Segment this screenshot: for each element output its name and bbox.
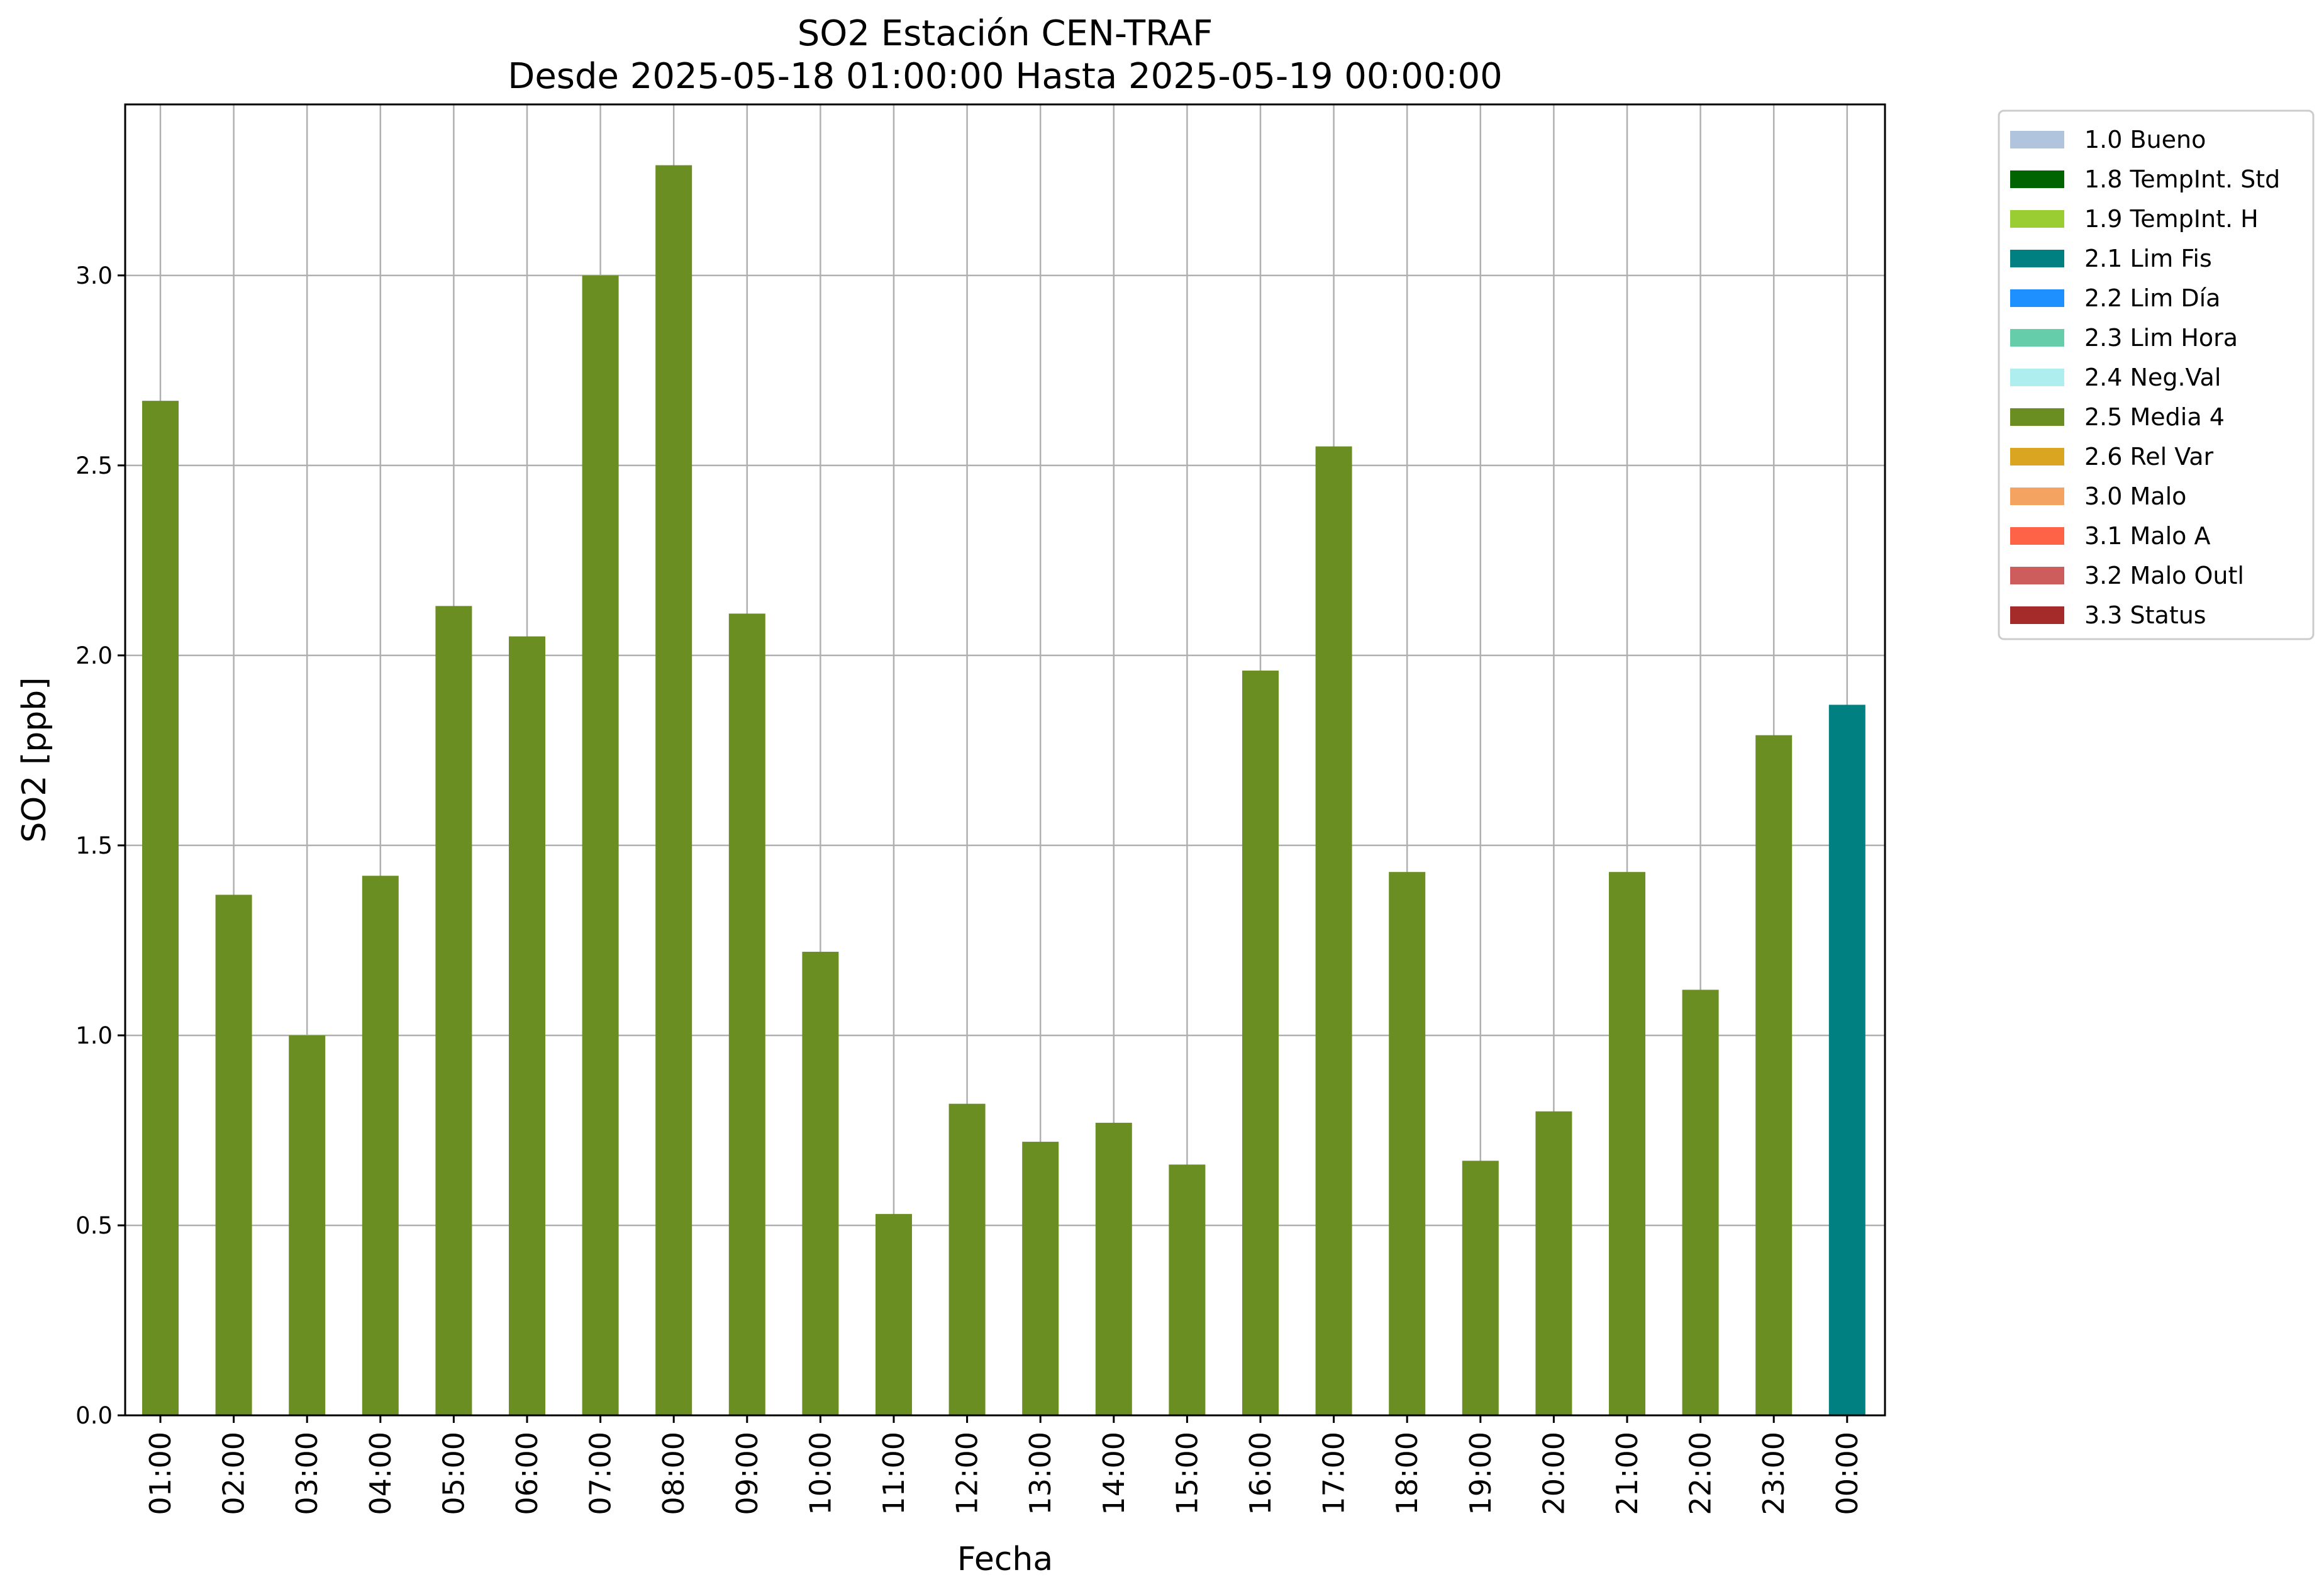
x-tick-label: 05:00 [436, 1432, 470, 1515]
x-axis-ticks: 01:00 02:00 03:00 04:00 05:00 06:00 07:00 08:00… [143, 1415, 1864, 1515]
bar-0000 [1828, 705, 1865, 1415]
x-tick-label: 13:00 [1023, 1432, 1057, 1515]
bar-0300 [289, 1035, 326, 1415]
x-tick-label: 00:00 [1830, 1432, 1864, 1515]
bar-0200 [215, 895, 252, 1415]
legend-label: 2.6 Rel Var [2084, 443, 2214, 471]
x-tick-label: 15:00 [1170, 1432, 1204, 1515]
x-tick-label: 14:00 [1097, 1432, 1131, 1515]
bar-1100 [876, 1213, 912, 1415]
bar-1600 [1242, 671, 1279, 1415]
x-tick-label: 06:00 [510, 1432, 544, 1515]
legend-swatch [2010, 329, 2064, 347]
y-tick-label: 0.0 [75, 1402, 113, 1429]
x-tick-label: 12:00 [950, 1432, 984, 1515]
bar-0100 [142, 401, 179, 1415]
x-tick-label: 22:00 [1684, 1432, 1718, 1515]
y-tick-label: 0.5 [75, 1212, 113, 1239]
x-tick-label: 17:00 [1317, 1432, 1351, 1515]
bar-0800 [655, 165, 692, 1415]
bar-1000 [802, 952, 839, 1415]
legend-label: 3.3 Status [2084, 601, 2206, 629]
legend-label: 2.5 Media 4 [2084, 403, 2225, 431]
x-tick-label: 23:00 [1757, 1432, 1791, 1515]
x-tick-label: 18:00 [1390, 1432, 1424, 1515]
legend-swatch [2010, 527, 2064, 545]
x-tick-label: 07:00 [584, 1432, 618, 1515]
x-tick-label: 10:00 [803, 1432, 837, 1515]
bar-1300 [1022, 1142, 1059, 1415]
x-tick-label: 08:00 [657, 1432, 691, 1515]
legend-label: 3.1 Malo A [2084, 522, 2210, 550]
legend-frame [1998, 109, 2315, 640]
bar-1700 [1315, 446, 1352, 1416]
legend-label: 2.4 Neg.Val [2084, 364, 2221, 391]
bar-1800 [1389, 872, 1426, 1415]
legend-swatch [2010, 408, 2064, 426]
legend-swatch [2010, 289, 2064, 307]
legend-label: 2.3 Lim Hora [2084, 324, 2238, 352]
legend-label: 3.2 Malo Outl [2084, 562, 2244, 589]
bar-0900 [728, 613, 765, 1415]
legend-label: 2.1 Lim Fis [2084, 245, 2212, 272]
legend-swatch [2010, 448, 2064, 465]
x-tick-label: 21:00 [1610, 1432, 1644, 1515]
x-tick-label: 03:00 [290, 1432, 324, 1515]
bar-1200 [948, 1103, 986, 1415]
x-tick-label: 20:00 [1537, 1432, 1571, 1515]
legend-swatch [2010, 369, 2064, 386]
bar-2200 [1682, 989, 1719, 1415]
y-tick-label: 1.0 [75, 1022, 113, 1049]
y-tick-label: 3.0 [75, 262, 113, 289]
legend-swatch [2010, 488, 2064, 505]
bar-0400 [362, 876, 399, 1415]
bar-1400 [1095, 1122, 1132, 1415]
legend-label: 3.0 Malo [2084, 482, 2186, 510]
chart-title: SO2 Estación CEN-TRAF [798, 13, 1213, 54]
legend-label: 1.0 Bueno [2084, 126, 2206, 153]
legend-swatch [2010, 210, 2064, 228]
bar-series [142, 165, 1865, 1416]
x-tick-label: 02:00 [217, 1432, 251, 1515]
bar-0500 [435, 606, 472, 1416]
legend-swatch [2010, 170, 2064, 188]
y-axis-ticks: 0.0 0.5 1.0 1.5 2.0 2.5 3.0 [75, 262, 125, 1429]
legend-label: 1.8 TempInt. Std [2084, 165, 2280, 193]
bar-2100 [1609, 872, 1645, 1415]
x-tick-label: 01:00 [143, 1432, 177, 1515]
bar-1900 [1462, 1161, 1499, 1415]
legend-swatch [2010, 250, 2064, 267]
legend-swatch [2010, 606, 2064, 624]
x-tick-label: 11:00 [877, 1432, 911, 1515]
x-tick-label: 04:00 [364, 1432, 398, 1515]
legend-swatch [2010, 567, 2064, 584]
y-axis-label: SO2 [ppb] [16, 677, 53, 842]
y-tick-label: 2.0 [75, 642, 113, 669]
chart-subtitle: Desde 2025-05-18 01:00:00 Hasta 2025-05-… [508, 56, 1503, 97]
legend-swatch [2010, 131, 2064, 148]
bar-2000 [1535, 1111, 1572, 1415]
bar-1500 [1169, 1164, 1206, 1415]
y-tick-label: 2.5 [75, 452, 113, 479]
plot-area-frame [124, 103, 1886, 1417]
legend-label: 1.9 TempInt. H [2084, 205, 2259, 233]
bar-0700 [582, 275, 619, 1416]
x-axis-label: Fecha [957, 1541, 1053, 1578]
y-tick-label: 1.5 [75, 832, 113, 859]
x-tick-label: 09:00 [730, 1432, 764, 1515]
legend-label: 2.2 Lim Día [2084, 284, 2220, 312]
bar-0600 [509, 636, 545, 1415]
x-tick-label: 16:00 [1243, 1432, 1277, 1515]
legend-items: 1.0 Bueno 1.8 TempInt. Std 1.9 TempInt. H 2… [2010, 126, 2280, 629]
x-tick-label: 19:00 [1464, 1432, 1498, 1515]
legend: 1.0 Bueno 1.8 TempInt. Std 1.9 TempInt. H 2… [1998, 109, 2315, 640]
bar-2300 [1755, 735, 1793, 1415]
